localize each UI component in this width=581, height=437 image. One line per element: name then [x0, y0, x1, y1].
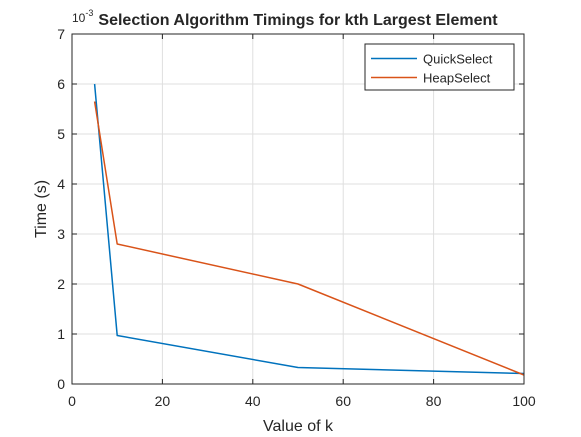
y-tick-label: 3	[57, 226, 65, 242]
legend-box	[364, 43, 515, 91]
y-tick-label: 5	[57, 126, 65, 142]
x-tick-label: 80	[426, 393, 442, 409]
y-tick-label: 1	[57, 326, 65, 342]
y-tick-label: 0	[57, 376, 65, 392]
y-tick-label: 4	[57, 176, 65, 192]
lines-layer	[93, 83, 525, 376]
x-axis-label: Value of k	[263, 418, 334, 432]
axes-box	[71, 33, 525, 385]
chart-title: Selection Algorithm Timings for kth Larg…	[98, 12, 498, 29]
y-exponent-label: 10-3	[72, 8, 93, 25]
series-line-quickselect	[93, 83, 525, 375]
y-axis-label: Time (s)	[33, 180, 50, 238]
x-tick-label: 20	[155, 393, 171, 409]
axes-layer	[71, 33, 525, 385]
legend-label-heapselect: HeapSelect	[423, 71, 491, 86]
ticks-layer: 0 20 40 60 80 100 0 1 2 3 4 5 6 7	[57, 26, 536, 409]
y-tick-label: 6	[57, 76, 65, 92]
x-tick-label: 40	[245, 393, 261, 409]
legend-label-quickselect: QuickSelect	[423, 52, 493, 67]
y-tick-label: 7	[57, 26, 65, 42]
legend: QuickSelect HeapSelect	[364, 43, 515, 91]
x-tick-label: 100	[512, 393, 536, 409]
x-tick-label: 60	[335, 393, 351, 409]
series-line-heapselect	[93, 101, 525, 376]
x-tick-label: 0	[68, 393, 76, 409]
y-tick-label: 2	[57, 276, 65, 292]
